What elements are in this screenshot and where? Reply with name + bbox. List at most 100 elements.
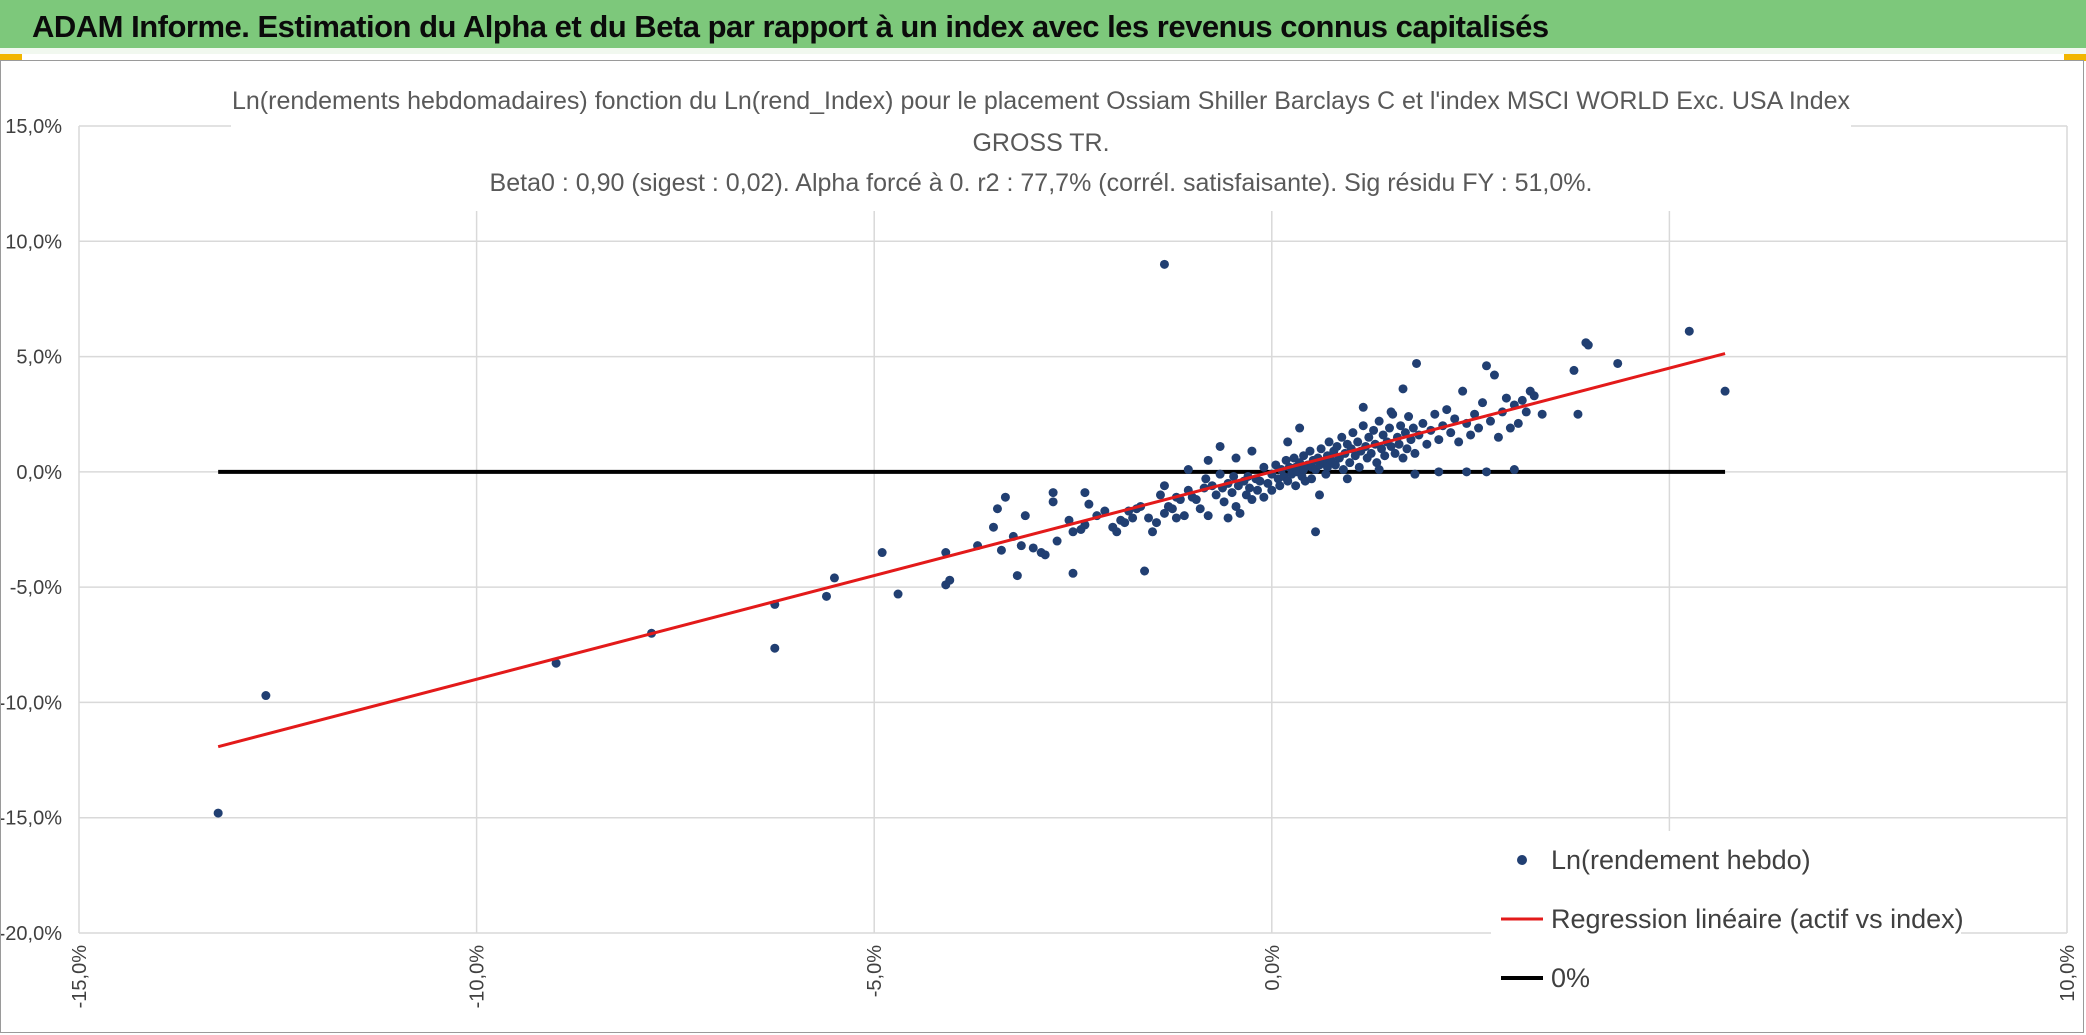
- y-tick-label: -10,0%: [1, 692, 62, 714]
- data-point: [1332, 441, 1342, 451]
- data-point: [988, 522, 998, 532]
- data-point: [1247, 446, 1257, 456]
- x-tick-label: -15,0%: [69, 945, 91, 1009]
- data-point: [1159, 481, 1169, 491]
- chart-title-line-2: GROSS TR.: [972, 129, 1109, 157]
- data-point: [1048, 497, 1058, 507]
- data-point: [893, 589, 903, 599]
- legend-label-points: Ln(rendement hebdo): [1551, 845, 1811, 875]
- regression-line: [217, 352, 1726, 749]
- data-point: [1342, 474, 1352, 484]
- data-point: [1684, 326, 1694, 336]
- data-point: [1295, 423, 1305, 433]
- data-point: [1466, 430, 1476, 440]
- legend-label-zero: 0%: [1551, 963, 1590, 993]
- data-point: [1396, 421, 1406, 431]
- x-tick-label: 10,0%: [2057, 945, 2079, 1002]
- data-point: [1377, 444, 1387, 454]
- data-point: [1485, 416, 1495, 426]
- data-point: [213, 808, 223, 818]
- data-point: [1291, 481, 1301, 491]
- data-point: [1140, 566, 1150, 576]
- data-point: [1211, 490, 1221, 500]
- data-point: [1410, 469, 1420, 479]
- data-point: [1537, 409, 1547, 419]
- data-point: [1000, 492, 1010, 502]
- data-point: [1016, 541, 1026, 551]
- data-point: [1028, 543, 1038, 553]
- data-point: [1247, 495, 1257, 505]
- data-point: [1442, 405, 1452, 415]
- data-point: [1462, 467, 1472, 477]
- data-point: [1337, 432, 1347, 442]
- data-point: [1245, 483, 1255, 493]
- data-point: [1283, 476, 1293, 486]
- report-title: ADAM Informe. Estimation du Alpha et du …: [32, 9, 1549, 44]
- data-point: [1402, 444, 1412, 454]
- data-point: [1219, 497, 1229, 507]
- data-point: [1348, 428, 1358, 438]
- data-point: [1263, 478, 1273, 488]
- title-background: [231, 63, 1851, 211]
- data-point: [829, 573, 839, 583]
- y-tick-label: -20,0%: [1, 923, 62, 945]
- data-point: [1398, 384, 1408, 394]
- data-point: [1052, 536, 1062, 546]
- data-point: [1012, 571, 1022, 581]
- y-axis-ticks: 15,0% 10,0% 5,0% 0,0% -5,0% -10,0% -15,0% -20,0…: [1, 116, 62, 945]
- x-tick-label: 0,0%: [1262, 945, 1284, 991]
- data-point: [1311, 527, 1321, 537]
- data-point: [1159, 508, 1169, 518]
- data-point: [1369, 425, 1379, 435]
- data-point: [1450, 414, 1460, 424]
- data-point: [1148, 527, 1158, 537]
- scatter-chart: Ln(rendements hebdomadaires) fonction du…: [1, 63, 2079, 1009]
- data-point: [1235, 508, 1245, 518]
- data-point: [1040, 550, 1050, 560]
- corner-marker: [2064, 54, 2086, 61]
- data-point: [1255, 476, 1265, 486]
- data-point: [996, 545, 1006, 555]
- data-point: [1203, 455, 1213, 465]
- data-point: [1374, 416, 1384, 426]
- data-point: [1384, 423, 1394, 433]
- data-point: [1720, 386, 1730, 396]
- data-point: [1374, 465, 1384, 475]
- data-point: [1380, 451, 1390, 461]
- data-point: [1281, 455, 1291, 465]
- data-point: [1430, 409, 1440, 419]
- data-point: [1128, 513, 1138, 523]
- data-point: [1191, 495, 1201, 505]
- data-point: [1315, 490, 1325, 500]
- data-point: [1068, 527, 1078, 537]
- data-point: [1159, 259, 1169, 269]
- x-tick-label: -10,0%: [467, 945, 489, 1009]
- data-point: [877, 548, 887, 558]
- data-point: [1283, 437, 1293, 447]
- data-point: [1322, 462, 1332, 472]
- data-point: [1324, 437, 1334, 447]
- data-point: [1386, 407, 1396, 417]
- data-point: [1151, 518, 1161, 528]
- data-point: [1446, 428, 1456, 438]
- data-point: [1474, 423, 1484, 433]
- data-point: [1048, 488, 1058, 498]
- data-point: [1201, 474, 1211, 484]
- data-point: [1422, 439, 1432, 449]
- data-point: [1354, 462, 1364, 472]
- data-point: [1338, 465, 1348, 475]
- data-point: [1155, 490, 1165, 500]
- data-point: [1372, 458, 1382, 468]
- data-point: [1408, 423, 1418, 433]
- data-point: [770, 643, 780, 653]
- data-point: [1390, 448, 1400, 458]
- data-point: [1613, 358, 1623, 368]
- y-tick-label: 10,0%: [5, 231, 62, 253]
- data-point: [1330, 460, 1340, 470]
- y-tick-label: 15,0%: [5, 116, 62, 138]
- data-point: [1517, 395, 1527, 405]
- y-tick-label: 5,0%: [16, 347, 62, 369]
- data-point: [551, 658, 561, 668]
- data-point: [1084, 499, 1094, 509]
- data-point: [1223, 513, 1233, 523]
